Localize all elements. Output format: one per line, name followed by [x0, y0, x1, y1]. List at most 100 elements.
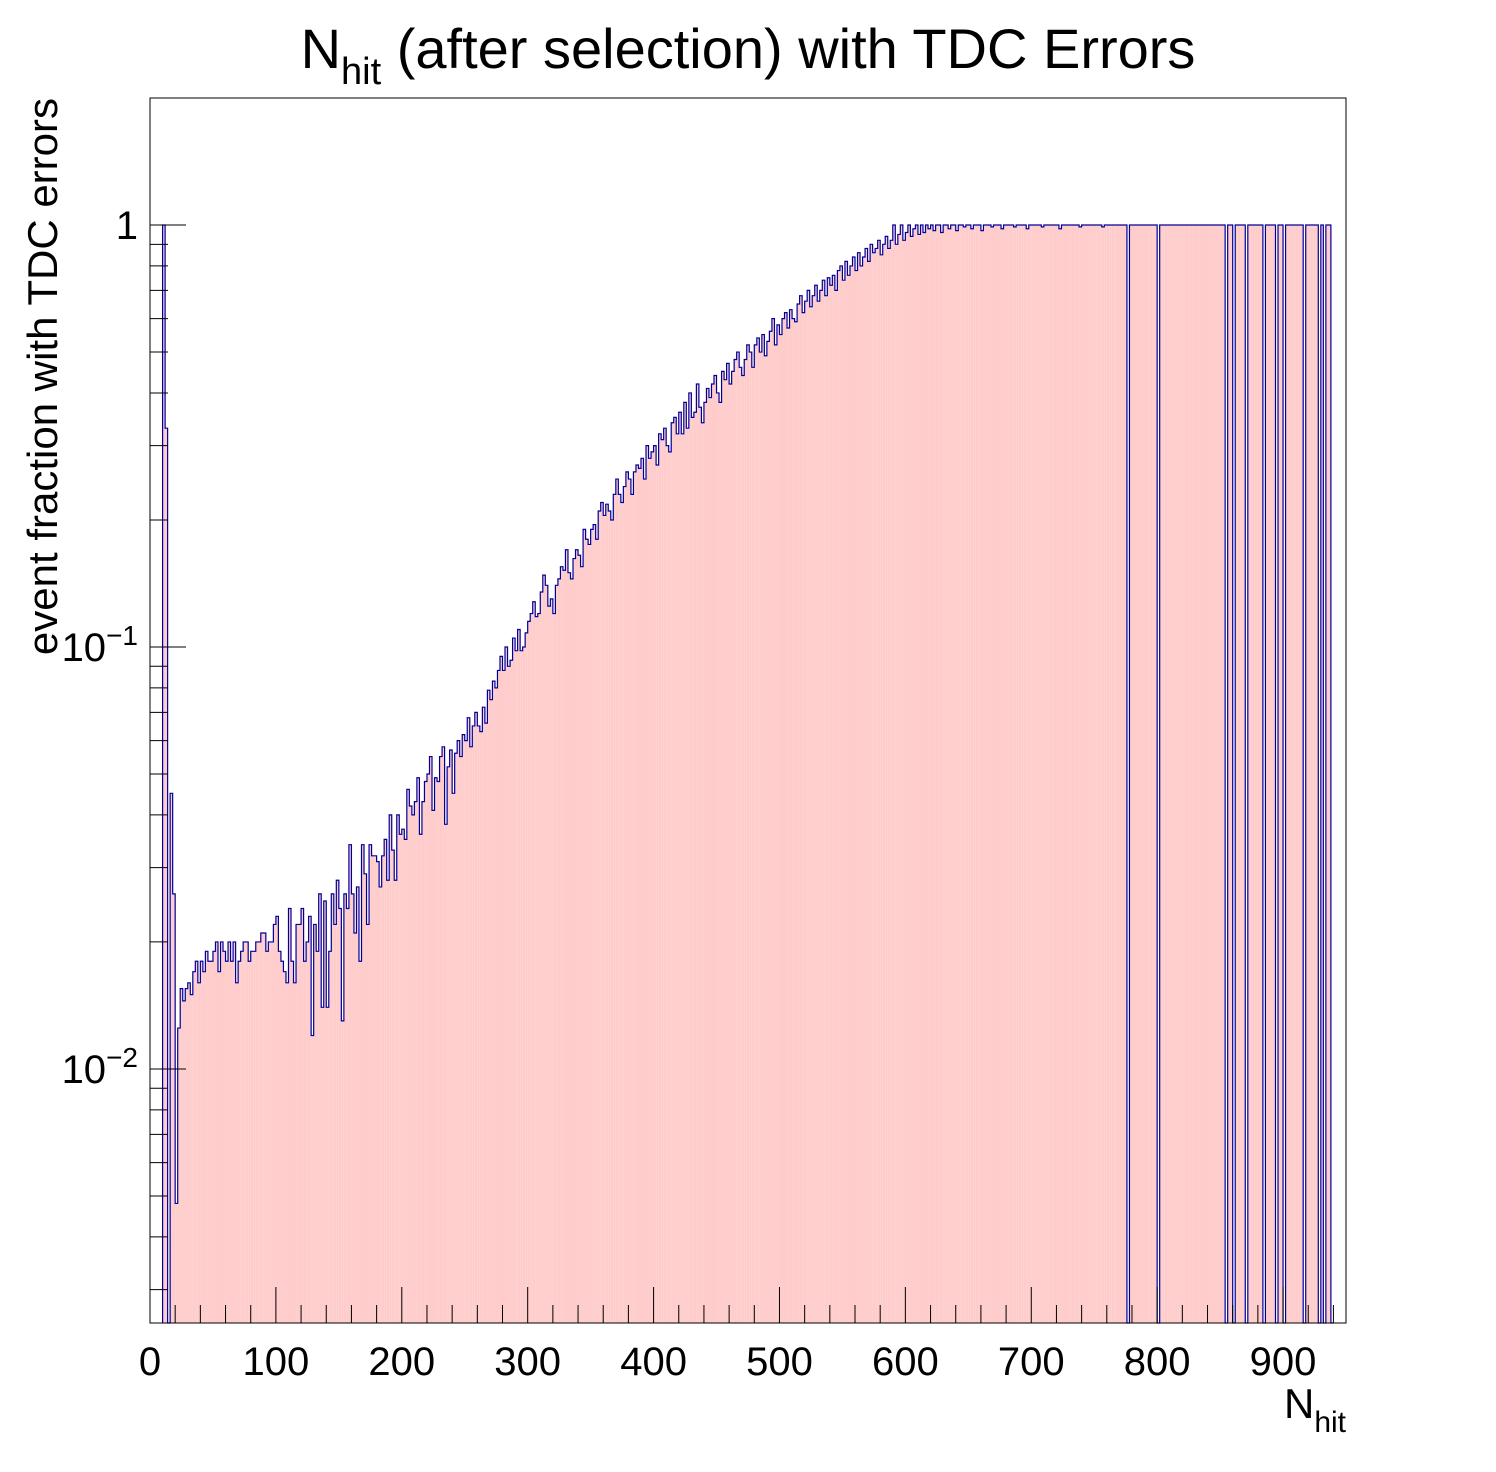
histogram-bin	[318, 893, 322, 1323]
histogram-bin	[409, 805, 412, 1323]
x-tick-label: 200	[368, 1340, 435, 1384]
histogram-bin	[364, 873, 367, 1323]
histogram-bin	[1134, 225, 1138, 1323]
histogram-bin	[1207, 225, 1211, 1323]
histogram-bin	[953, 225, 956, 1323]
histogram-bin	[288, 908, 292, 1323]
histogram-bin	[557, 578, 561, 1323]
histogram-bin	[1247, 225, 1251, 1323]
histogram-bin	[615, 479, 619, 1323]
histogram-bin	[749, 352, 752, 1324]
histogram-bin	[545, 585, 548, 1323]
histogram-bin	[824, 295, 828, 1324]
histogram-bin	[1242, 225, 1246, 1323]
histogram-bin	[928, 228, 931, 1323]
histogram-bin	[812, 295, 815, 1324]
histogram-bin	[701, 422, 704, 1323]
x-tick-label: 900	[1250, 1340, 1317, 1384]
histogram-bin	[1147, 225, 1150, 1323]
histogram-bin	[348, 844, 352, 1323]
histogram-bin	[842, 280, 845, 1324]
histogram-bin	[240, 951, 244, 1323]
histogram-bin	[1328, 225, 1331, 1323]
histogram-bin	[744, 359, 747, 1323]
histogram-bin	[303, 961, 307, 1323]
histogram-bin	[691, 417, 694, 1323]
histogram-bin	[1099, 225, 1102, 1323]
histogram-bin	[1172, 225, 1175, 1323]
histogram-bin	[1144, 225, 1148, 1323]
histogram-bin	[900, 225, 903, 1323]
histogram-bin	[505, 646, 508, 1323]
histogram-bin	[862, 256, 866, 1323]
histogram-bin	[424, 781, 427, 1323]
histogram-bin	[578, 555, 581, 1323]
histogram-bin	[905, 232, 908, 1324]
histogram-bin	[867, 261, 871, 1323]
histogram-bin	[1227, 225, 1231, 1323]
x-tick-label: 300	[494, 1340, 561, 1384]
histogram-bin	[419, 834, 422, 1323]
histogram-bin	[754, 344, 757, 1323]
histogram-bin	[915, 225, 918, 1323]
histogram-bin	[479, 731, 483, 1323]
histogram-bin	[535, 616, 538, 1323]
histogram-bin	[336, 880, 339, 1323]
histogram-bin	[1111, 225, 1115, 1323]
histogram-bin	[1325, 225, 1329, 1323]
histogram-bin	[975, 225, 979, 1323]
histogram-bin	[210, 961, 213, 1323]
histogram-bin	[351, 893, 354, 1323]
histogram-bin	[434, 777, 438, 1323]
histogram-bin	[980, 230, 984, 1324]
histogram-bin	[973, 225, 976, 1323]
histogram-bin	[988, 225, 991, 1323]
histogram-bin	[502, 670, 506, 1323]
histogram-bin	[686, 428, 689, 1324]
histogram-bin	[175, 1203, 178, 1323]
histogram-bin	[260, 932, 264, 1323]
histogram-bin	[638, 468, 641, 1324]
histogram-bin	[396, 814, 400, 1323]
histogram-bin	[301, 908, 304, 1323]
histogram-bin	[1081, 225, 1085, 1323]
histogram-bin	[666, 445, 669, 1323]
histogram-bin	[968, 225, 971, 1323]
histogram-bin	[258, 941, 261, 1323]
histogram-bin	[1184, 225, 1188, 1323]
histogram-bin	[895, 244, 898, 1323]
histogram-bin	[1063, 225, 1067, 1323]
histogram-bin	[1265, 225, 1268, 1323]
histogram-bin	[220, 941, 224, 1323]
histogram-bin	[565, 549, 568, 1323]
histogram-bin	[235, 982, 239, 1323]
histogram-bin	[902, 240, 906, 1324]
histogram-bin	[212, 951, 216, 1323]
histogram-bin	[847, 275, 850, 1323]
histogram-bin	[1023, 225, 1027, 1323]
histogram-bin	[683, 402, 687, 1323]
histogram-bin	[489, 699, 493, 1323]
histogram-bin	[411, 814, 415, 1323]
histogram-bin	[671, 422, 674, 1323]
histogram-bin	[1189, 225, 1193, 1323]
histogram-bin	[520, 650, 523, 1323]
histogram-bin	[462, 734, 465, 1323]
histogram-bin	[1320, 225, 1324, 1323]
histogram-bin	[507, 666, 511, 1323]
histogram-bin	[215, 941, 218, 1323]
histogram-bin	[328, 951, 332, 1323]
histogram-bin	[729, 383, 732, 1324]
histogram-bin	[794, 321, 798, 1323]
histogram-bin	[494, 687, 498, 1323]
histogram-bin	[492, 681, 495, 1323]
histogram-bin	[172, 893, 176, 1323]
histogram-bin	[1061, 225, 1064, 1323]
histogram-bin	[522, 646, 526, 1323]
histogram-bin	[1159, 225, 1163, 1323]
histogram-bin	[525, 632, 528, 1323]
histogram-bin	[323, 901, 327, 1323]
histogram-bin	[1031, 225, 1034, 1323]
histogram-bin	[829, 285, 833, 1323]
histogram-bin	[1106, 225, 1110, 1323]
